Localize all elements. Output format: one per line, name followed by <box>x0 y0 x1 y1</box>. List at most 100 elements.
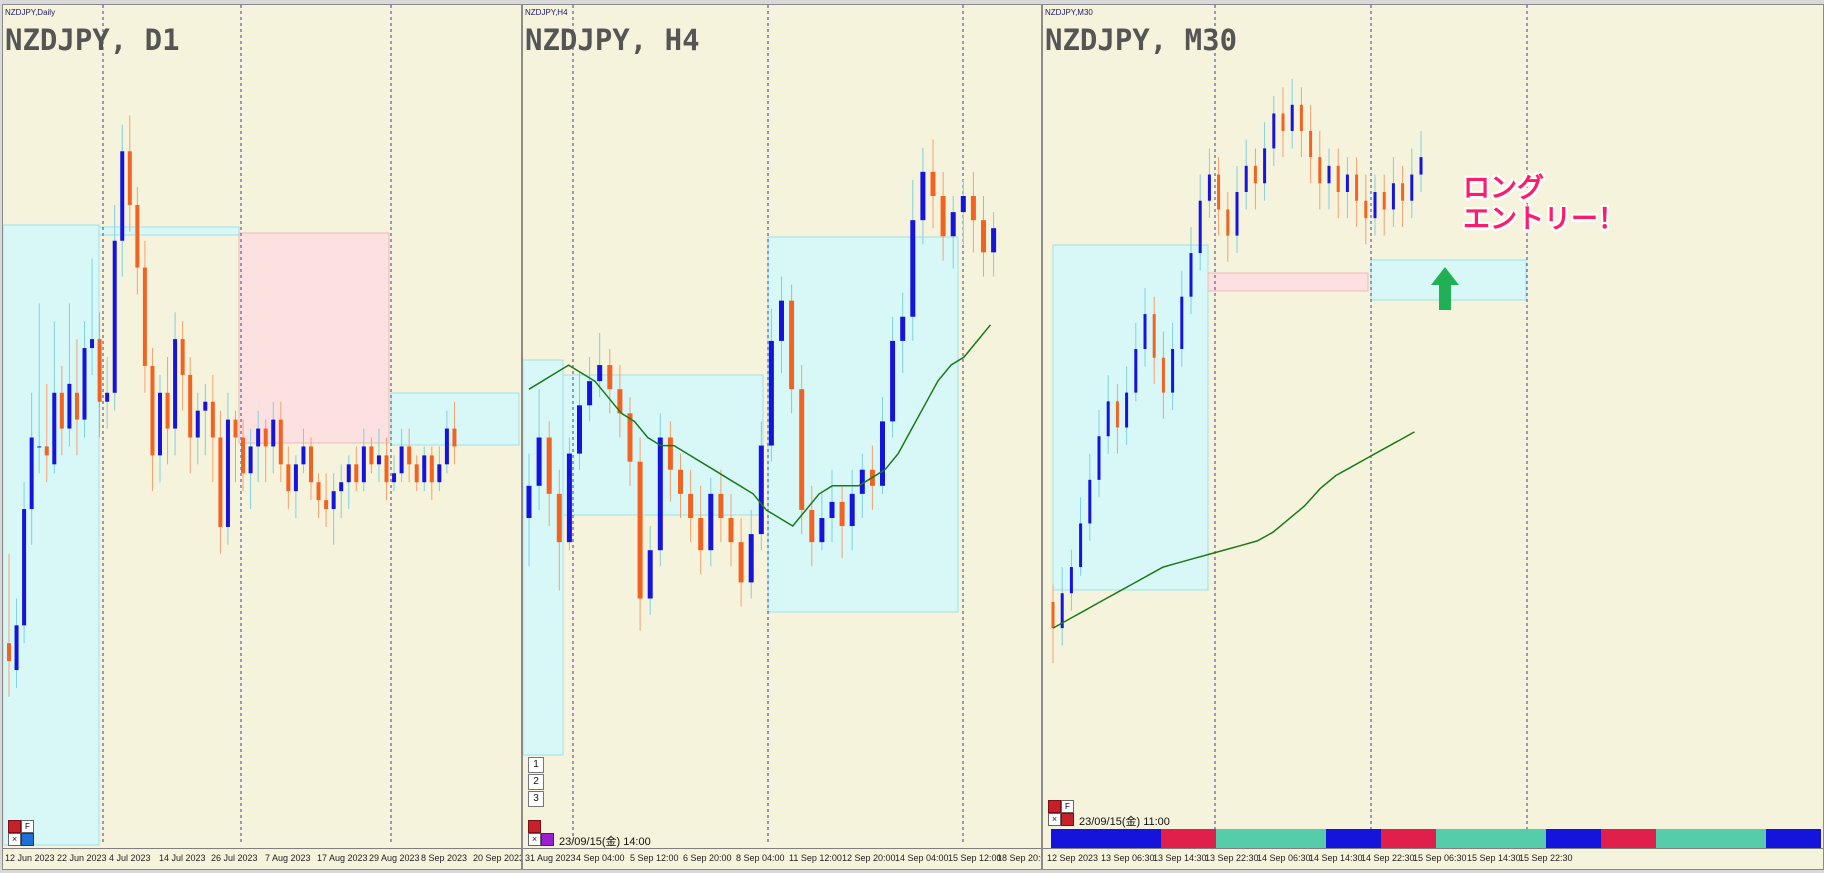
candle <box>1051 584 1055 663</box>
chart-canvas-h4[interactable] <box>523 5 1041 869</box>
candle <box>799 365 805 535</box>
button-1[interactable]: 1 <box>528 757 544 773</box>
time-tick-label: 18 Sep 20:00 <box>997 853 1041 863</box>
time-axis-d1: 12 Jun 2023 22 Jun 2023 4 Jul 2023 14 Jul 2… <box>3 848 521 869</box>
candle <box>180 321 185 411</box>
time-tick-label: 6 Sep 20:00 <box>683 853 732 863</box>
candle <box>233 410 238 483</box>
candle <box>900 292 906 374</box>
chart-canvas-m30[interactable] <box>1043 5 1823 869</box>
candle <box>376 428 381 483</box>
candle <box>688 469 694 543</box>
time-tick-label: 14 Sep 22:30 <box>1361 853 1415 863</box>
candle <box>1263 122 1267 201</box>
chart-panel-d1[interactable]: NZDJPY,Daily NZDJPY, D1 F × 12 Jun 2023 2… <box>2 4 522 870</box>
x-icon[interactable]: × <box>1048 813 1061 826</box>
chart-panel-h4[interactable]: NZDJPY,H4 NZDJPY, H4 1 2 3 × 23/09/15(金)… <box>522 4 1042 870</box>
session-strip-segment <box>1711 829 1766 848</box>
chart-canvas-d1[interactable] <box>3 5 521 869</box>
candle <box>203 383 208 456</box>
candle <box>1134 322 1138 402</box>
close-chart-button[interactable] <box>8 820 21 833</box>
candle <box>1318 130 1322 210</box>
candle <box>1189 226 1193 315</box>
candle <box>225 392 230 545</box>
candle <box>437 446 442 492</box>
candle <box>1161 331 1165 419</box>
session-strip-segment <box>1216 829 1271 848</box>
session-strip-segment <box>1656 829 1711 848</box>
time-tick-label: 11 Sep 12:00 <box>789 853 842 863</box>
candle <box>82 321 87 438</box>
zone-rect-0 <box>523 359 564 756</box>
candle <box>1115 383 1119 454</box>
candle <box>29 392 34 545</box>
time-tick-label: 5 Sep 12:00 <box>630 853 679 863</box>
candle <box>90 258 95 375</box>
close-chart-button[interactable] <box>1048 800 1061 813</box>
candle <box>150 348 155 492</box>
candle <box>278 401 283 483</box>
time-tick-label: 8 Sep 2023 <box>421 853 468 863</box>
candle <box>399 428 404 483</box>
candle <box>1309 104 1313 184</box>
candle <box>1401 165 1405 227</box>
x-icon[interactable]: × <box>8 833 21 846</box>
candle <box>135 187 140 295</box>
x-icon[interactable]: × <box>528 833 541 846</box>
f-button[interactable]: F <box>1061 800 1074 813</box>
candle <box>97 312 102 438</box>
candle <box>301 428 306 474</box>
purple-square-icon[interactable] <box>541 833 554 846</box>
candle <box>768 308 774 462</box>
time-tick-label: 15 Sep 12:00 <box>948 853 1002 863</box>
candle <box>158 374 162 483</box>
symbol-title-h4: NZDJPY, H4 <box>525 23 700 57</box>
close-chart-button[interactable] <box>528 820 541 833</box>
session-strip-segment <box>1601 829 1656 848</box>
symbol-title-m30: NZDJPY, M30 <box>1045 23 1238 57</box>
candle <box>37 303 42 474</box>
candle <box>627 397 633 486</box>
candle <box>1171 322 1175 411</box>
candle <box>789 284 795 414</box>
candle <box>637 437 643 631</box>
candle <box>546 421 552 527</box>
time-tick-label: 4 Jul 2023 <box>109 853 151 863</box>
candle <box>52 321 57 474</box>
candle <box>67 303 72 447</box>
candle <box>105 357 110 429</box>
candle <box>910 179 916 341</box>
red-square-icon[interactable] <box>1061 813 1074 826</box>
candle <box>1060 567 1064 646</box>
candle <box>1364 174 1368 245</box>
chart-panel-m30[interactable]: NZDJPY,M30 NZDJPY, M30 ロング エントリー！ F × 23… <box>1042 4 1824 870</box>
blue-square-icon[interactable] <box>21 833 34 846</box>
candle <box>890 316 896 438</box>
time-axis-m30: 12 Sep 2023 13 Sep 06:30 13 Sep 14:30 13 Se… <box>1043 848 1823 869</box>
candle <box>1336 148 1340 219</box>
session-strip-segment <box>1436 829 1491 848</box>
candle <box>263 419 268 483</box>
candle <box>1382 174 1386 236</box>
moving-average-line <box>1052 431 1415 629</box>
candle <box>839 485 845 559</box>
candle <box>960 179 966 245</box>
candle <box>210 374 215 483</box>
time-tick-label: 22 Jun 2023 <box>57 853 107 863</box>
candle <box>1207 148 1211 219</box>
candle <box>74 339 79 456</box>
button-2[interactable]: 2 <box>528 774 544 790</box>
session-strip-segment <box>1051 829 1106 848</box>
candle <box>1410 148 1414 219</box>
candle <box>127 115 132 232</box>
candle <box>1419 130 1423 192</box>
f-button[interactable]: F <box>21 820 34 833</box>
time-tick-label: 20 Sep 2023 <box>473 853 522 863</box>
candle <box>758 421 764 551</box>
button-3[interactable]: 3 <box>528 791 544 807</box>
candle <box>526 453 532 567</box>
candle <box>1345 157 1349 219</box>
candle <box>1327 148 1331 210</box>
candle <box>142 240 147 393</box>
